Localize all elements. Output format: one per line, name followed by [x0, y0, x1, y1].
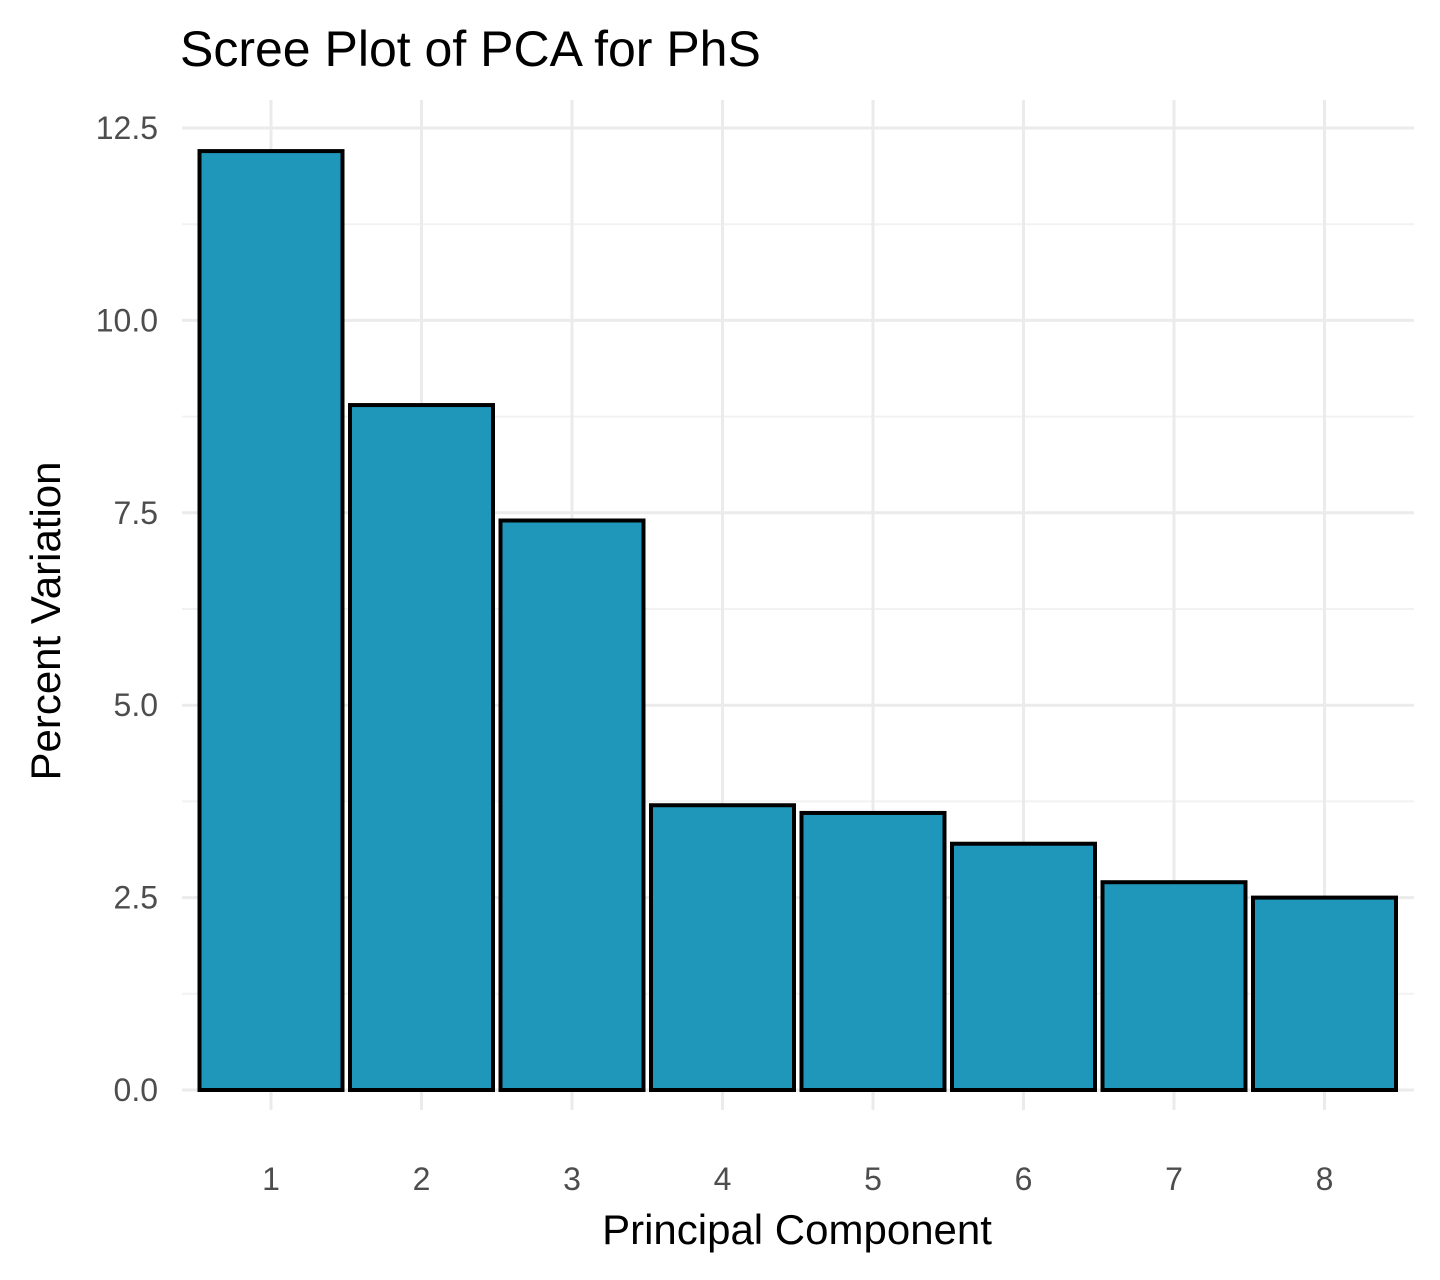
bar-pc-4: [649, 803, 796, 1092]
y-tick-label: 0.0: [114, 1072, 158, 1108]
x-tick-label: 1: [262, 1161, 280, 1197]
y-tick-label: 2.5: [114, 880, 158, 916]
x-axis-title: Principal Component: [602, 1206, 992, 1253]
chart-title: Scree Plot of PCA for PhS: [180, 21, 761, 77]
bars: [197, 149, 1398, 1093]
x-tick-label: 7: [1165, 1161, 1183, 1197]
y-axis-ticks: 0.0 2.5 5.0 7.5 10.0 12.5: [96, 110, 158, 1108]
bar-pc-6: [950, 841, 1097, 1093]
bar-pc-1: [197, 149, 345, 1092]
y-tick-label: 12.5: [96, 110, 158, 146]
bar-pc-5: [799, 810, 947, 1092]
x-tick-label: 4: [714, 1161, 732, 1197]
bar-pc-7: [1100, 880, 1248, 1093]
y-axis-title: Percent Variation: [22, 461, 69, 780]
x-tick-label: 8: [1316, 1161, 1334, 1197]
x-tick-label: 6: [1015, 1161, 1033, 1197]
y-tick-label: 7.5: [114, 495, 158, 531]
x-axis-ticks: 1 2 3 4 5 6 7 8: [262, 1161, 1333, 1197]
y-tick-label: 5.0: [114, 687, 158, 723]
bar-pc-8: [1251, 895, 1398, 1092]
x-tick-label: 3: [563, 1161, 581, 1197]
y-tick-label: 10.0: [96, 302, 158, 338]
x-tick-label: 5: [864, 1161, 882, 1197]
bar-pc-2: [348, 403, 495, 1092]
x-tick-label: 2: [413, 1161, 431, 1197]
bar-pc-3: [498, 518, 646, 1092]
